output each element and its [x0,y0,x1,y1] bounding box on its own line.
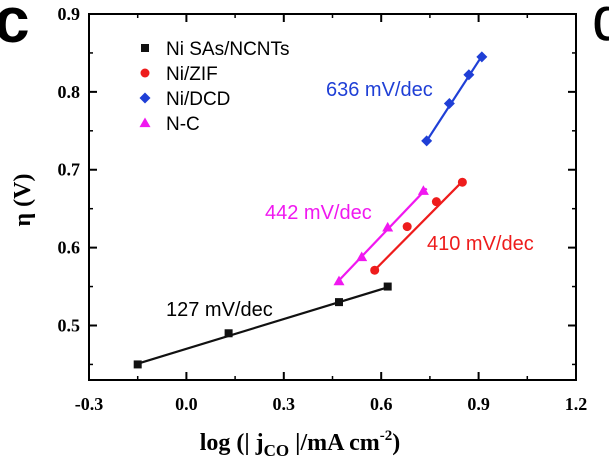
x-tick-label: 0.6 [370,394,393,414]
x-axis-title-tail: |/mA cm [289,430,380,456]
point-n-c [382,221,394,232]
y-tick-label: 0.8 [58,82,81,102]
point-ni-zif [457,177,467,187]
point-ni-sas-ncnts [334,298,343,307]
x-tick-label: 0.3 [273,394,296,414]
point-ni-zif [431,197,441,207]
legend-label-n-c: N-C [166,114,200,135]
fit-line-ni-dcd [425,55,483,142]
data-points [133,51,488,369]
legend-marker-ni-sas-ncnts [141,44,149,52]
panel-letter-left: c [0,0,30,56]
fit-lines [137,55,483,365]
point-ni-sas-ncnts [224,329,233,338]
fit-line-n-c [338,187,428,282]
legend-marker-n-c [139,117,151,128]
x-axis-title: log (| jCO |/mA cm-2) [200,428,401,460]
slope-label-ni-sas-ncnts: 127 mV/dec [166,299,273,321]
slope-label-ni-zif: 410 mV/dec [427,233,534,255]
x-axis-title-close: ) [392,430,400,456]
point-ni-zif [370,265,380,275]
point-ni-dcd [443,98,455,110]
fit-line-ni-zif [370,180,464,275]
x-axis-title-main: log (| j [200,430,264,456]
x-tick-label: 0.9 [467,394,490,414]
point-ni-dcd [476,51,488,63]
point-ni-zif [402,222,412,232]
x-axis-title-sub: CO [264,441,290,460]
x-tick-label: 0.0 [175,394,198,414]
legend-marker-ni-zif [140,68,150,78]
slope-label-n-c: 442 mV/dec [265,202,372,224]
legend-label-ni-dcd: Ni/DCD [166,89,230,110]
point-ni-sas-ncnts [383,282,392,291]
plot-frame [88,13,577,381]
y-tick-label: 0.7 [58,160,81,180]
y-axis-title: η (V) [10,174,36,227]
legend-label-ni-sas-ncnts: Ni SAs/NCNTs [166,39,290,60]
slope-label-ni-dcd: 636 mV/dec [326,79,433,101]
panel-letter-right: d [592,0,609,54]
point-n-c [333,275,345,286]
point-ni-sas-ncnts [133,360,142,369]
x-tick-label: 1.2 [565,394,588,414]
legend-label-ni-zif: Ni/ZIF [166,64,218,85]
x-tick-label: -0.3 [75,394,104,414]
y-tick-label: 0.5 [58,315,81,335]
slope-annotations: 127 mV/dec 410 mV/dec 636 mV/dec 442 mV/dec [166,79,534,321]
point-n-c [417,185,429,195]
y-tick-label: 0.6 [58,238,81,258]
fit-line-ni-sas-ncnts [137,286,389,365]
point-ni-dcd [463,69,475,81]
x-axis-title-sup: -2 [380,428,393,444]
point-ni-dcd [421,135,433,147]
y-tick-label: 0.9 [58,4,81,24]
axes: -0.3 0.0 0.3 0.6 0.9 1.2 0.5 0.6 0.7 0.8 0.9 [58,4,588,414]
legend: Ni SAs/NCNTs Ni/ZIF Ni/DCD N-C [139,39,290,135]
point-n-c [356,251,368,262]
legend-marker-ni-dcd [139,92,151,104]
